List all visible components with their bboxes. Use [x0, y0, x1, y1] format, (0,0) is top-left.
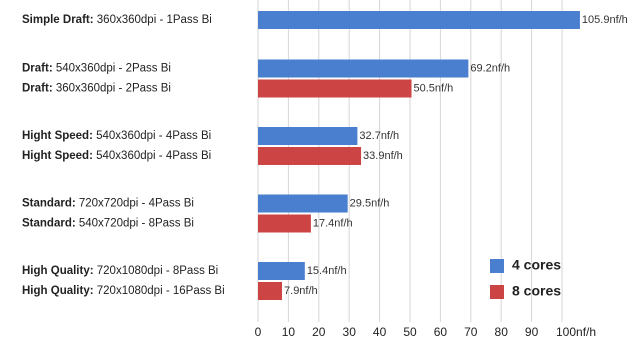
- bar-label-text: 360x360dpi - 1Pass Bi: [97, 14, 212, 26]
- value-label: 33.9nf/h: [363, 150, 403, 162]
- x-tick-label: 80: [495, 325, 509, 339]
- x-tick-label: 90: [525, 325, 539, 339]
- bar: [258, 282, 283, 300]
- value-label: 29.5nf/h: [350, 197, 390, 209]
- bar: [258, 147, 362, 165]
- value-label: 69.2nf/h: [470, 62, 510, 74]
- bar-label: Standard: 720x720dpi - 4Pass Bi: [22, 198, 194, 210]
- bar-label-bold: High Quality:: [22, 265, 94, 277]
- legend-swatch: [490, 285, 504, 299]
- bar-label-text: 720x720dpi - 4Pass Bi: [79, 198, 194, 210]
- legend-swatch: [490, 259, 504, 273]
- value-label: 32.7nf/h: [359, 130, 399, 142]
- legend-label: 4 cores: [512, 257, 561, 273]
- value-label: 17.4nf/h: [313, 217, 353, 229]
- bar: [258, 79, 412, 98]
- bar-label: Draft: 360x360dpi - 2Pass Bi: [22, 83, 171, 95]
- value-label: 15.4nf/h: [307, 265, 347, 277]
- bar-label-text: 540x360dpi - 2Pass Bi: [56, 63, 171, 75]
- x-tick-label: 70: [464, 325, 478, 339]
- bar-label-bold: Hight Speed:: [22, 130, 93, 142]
- value-label: 7.9nf/h: [284, 285, 318, 297]
- bar: [258, 11, 580, 29]
- bar-label-text: 540x360dpi - 4Pass Bi: [96, 130, 211, 142]
- legend-label: 8 cores: [512, 283, 561, 299]
- bar-label: High Quality: 720x1080dpi - 8Pass Bi: [22, 265, 218, 277]
- x-tick-label: 40: [373, 325, 387, 339]
- bar-label-bold: Draft:: [22, 63, 53, 75]
- x-tick-label: 10: [282, 325, 296, 339]
- bar-label: Draft: 540x360dpi - 2Pass Bi: [22, 63, 171, 75]
- bar-label: Hight Speed: 540x360dpi - 4Pass Bi: [22, 150, 211, 162]
- bar: [258, 194, 348, 213]
- x-tick-label: 50: [403, 325, 417, 339]
- bar-label: Hight Speed: 540x360dpi - 4Pass Bi: [22, 130, 211, 142]
- bar: [258, 59, 469, 78]
- x-tick-label: 60: [434, 325, 448, 339]
- bar: [258, 214, 311, 233]
- bar-label-text: 540x720dpi - 8Pass Bi: [79, 218, 194, 230]
- x-tick-label: 0: [255, 325, 262, 339]
- bar-label-text: 720x1080dpi - 8Pass Bi: [97, 265, 218, 277]
- bar-label: High Quality: 720x1080dpi - 16Pass Bi: [22, 285, 225, 297]
- bar-label-bold: Simple Draft:: [22, 14, 94, 26]
- bar-label: Standard: 540x720dpi - 8Pass Bi: [22, 218, 194, 230]
- bar-label-bold: Standard:: [22, 218, 76, 230]
- bar-label-bold: Draft:: [22, 83, 53, 95]
- value-label: 105.9nf/h: [582, 14, 628, 26]
- bar-label-bold: Standard:: [22, 198, 76, 210]
- value-label: 50.5nf/h: [414, 82, 454, 94]
- bar-label-bold: Hight Speed:: [22, 150, 93, 162]
- x-tick-label: 100nf/h: [556, 325, 596, 339]
- bar-label-bold: High Quality:: [22, 285, 94, 297]
- x-tick-label: 20: [312, 325, 326, 339]
- bar-label-text: 720x1080dpi - 16Pass Bi: [97, 285, 225, 297]
- x-tick-label: 30: [343, 325, 357, 339]
- bar: [258, 127, 358, 145]
- bar: [258, 262, 305, 280]
- bar-label: Simple Draft: 360x360dpi - 1Pass Bi: [22, 14, 212, 26]
- bar-label-text: 360x360dpi - 2Pass Bi: [56, 83, 171, 95]
- bar-label-text: 540x360dpi - 4Pass Bi: [96, 150, 211, 162]
